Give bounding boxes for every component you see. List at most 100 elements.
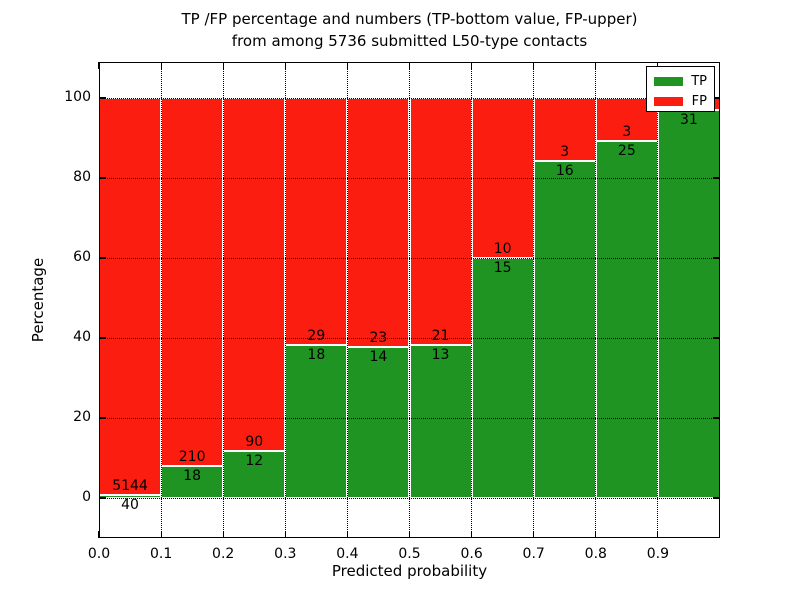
y-tick-mark [99,177,106,179]
tp-count-label: 16 [555,163,574,180]
y-tick-mark [713,177,720,179]
y-tick-mark [99,337,106,339]
plot-area: 5144 40 210 18 90 12 29 18 23 14 21 13 10 15 3 16 3 25 31 … [98,62,720,538]
bar-segment-fp [471,98,534,258]
bar-segment-fp [99,98,162,495]
ticks-layer [98,62,720,538]
tp-count-label: 15 [493,260,512,276]
chart-title-line2: from among 5736 submitted L50-type conta… [231,32,588,50]
y-tick-mark [99,417,106,419]
tp-count-label: 40 [121,496,139,513]
v-gridline [533,62,535,538]
tp-color-swatch [654,76,683,86]
y-tick-label: 80 [73,169,91,185]
y-tick-label: 0 [82,489,91,505]
x-tick-mark [533,531,535,538]
x-tick-mark [98,531,100,538]
chart-title: TP /FP percentage and numbers (TP-bottom… [99,8,720,52]
tp-count-label: 12 [245,452,264,469]
h-gridline [99,337,720,339]
bar-segment-tp [285,344,348,498]
x-tick-label: 0.9 [646,546,670,562]
y-tick-mark [99,97,106,99]
v-gridline [346,62,348,538]
h-gridline [99,97,720,99]
y-tick-mark [713,337,720,339]
legend-label-tp: TP [691,73,707,89]
bar-segment-tp [471,258,534,498]
bar-segment-fp [533,98,596,162]
x-tick-mark [595,531,597,538]
x-tick-mark [408,531,411,538]
bar-segment-tp [161,466,224,498]
tp-count-label: 25 [617,142,636,159]
fp-count-label: 90 [245,433,264,450]
bar-segment-fp [409,98,472,346]
x-tick-label: 0.4 [336,546,359,562]
tp-count-label: 18 [307,346,326,363]
v-gridline [409,62,410,538]
y-tick-mark [713,497,720,499]
x-tick-mark [346,531,348,538]
x-tick-mark [657,531,659,538]
tp-count-label: 31 [680,112,698,129]
y-tick-label: 100 [64,89,91,105]
bar-segment-fp [347,98,410,347]
y-tick-mark [713,417,720,419]
y-tick-mark [713,257,720,259]
plot-border [99,62,720,538]
x-tick-label: 0.5 [398,546,421,562]
bar-segment-tp [657,110,720,498]
x-tick-mark [471,62,473,69]
tp-count-label: 14 [369,348,388,365]
legend: TP FP [646,66,715,112]
fp-count-label: 3 [622,123,632,140]
legend-label-fp: FP [691,93,707,109]
tp-count-label: 13 [431,347,450,364]
fp-count-label: 29 [307,327,326,344]
y-tick-label: 20 [73,409,91,425]
y-tick-label: 60 [73,249,91,265]
fp-count-label: 10 [493,241,512,257]
x-tick-mark [160,531,162,538]
v-gridline [284,62,286,538]
x-tick-label: 0.2 [212,546,235,562]
bar-segment-tp [223,450,286,498]
x-tick-mark [471,531,473,538]
bars-layer [99,62,720,538]
x-tick-label: 0.7 [522,546,545,562]
grid-layer [99,62,720,538]
x-tick-label: 0.8 [584,546,607,562]
x-tick-label: 0.0 [87,546,111,562]
x-tick-mark [595,62,597,69]
y-tick-mark [99,257,106,259]
bar-segment-tp [533,161,596,498]
bar-segment-fp [161,98,224,467]
bar-segment-fp [223,98,286,451]
v-gridline [471,62,473,538]
x-tick-label: 0.6 [460,546,483,562]
x-tick-mark [346,62,348,69]
x-tick-mark [533,62,535,69]
tp-count-label: 18 [183,468,202,485]
x-tick-mark [222,62,224,69]
x-tick-mark [284,62,286,69]
fp-color-swatch [654,96,683,106]
x-axis-label: Predicted probability [331,562,488,580]
x-tick-mark [222,531,224,538]
fp-count-label: 210 [178,449,206,466]
x-tick-mark [98,62,100,69]
v-gridline [160,62,162,538]
fp-count-label: 3 [560,144,570,161]
y-axis-label: Percentage [29,257,47,343]
h-gridline [99,177,720,179]
fp-count-label: 21 [431,328,450,345]
h-gridline [99,497,720,499]
bar-segment-fp [285,98,348,345]
v-gridline [222,62,224,538]
x-tick-mark [160,62,162,69]
h-gridline [99,257,720,259]
bar-segment-tp [409,345,472,498]
x-tick-mark [408,62,411,69]
